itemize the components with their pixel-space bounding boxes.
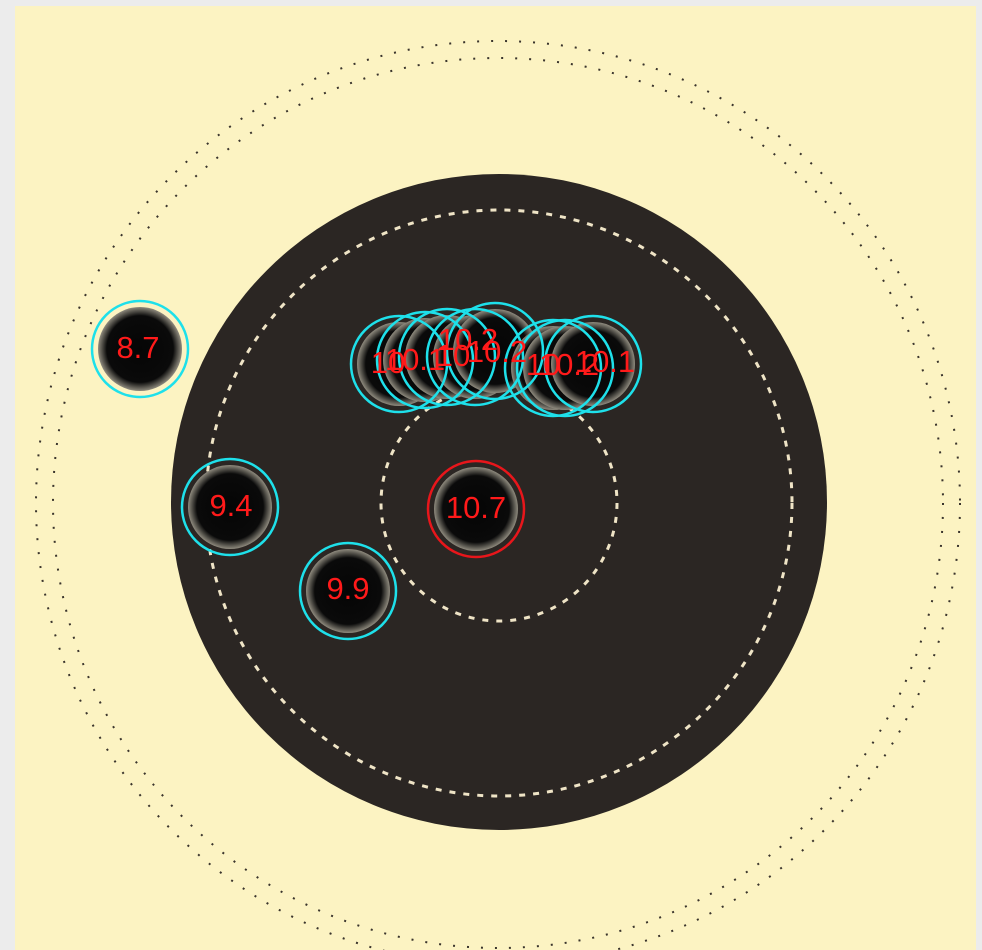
shot-circle[interactable] (515, 318, 615, 418)
shot-circle[interactable] (425, 307, 525, 407)
shot-score-label: 9.4 (209, 488, 252, 523)
bullet-hole (551, 322, 635, 406)
bullet-hole (98, 307, 182, 391)
shot-score-label: 10.1 (575, 344, 635, 379)
shot-score-label: 10.2 (467, 334, 527, 369)
outer-ring (35, 40, 961, 950)
shot-score-label: 9.9 (326, 571, 369, 606)
shot-score-label: 10 (436, 338, 470, 373)
shot-score-label: 10.7 (446, 490, 506, 525)
shot-circle[interactable] (503, 318, 603, 418)
shot-score-label: 10 (371, 345, 405, 380)
center-ring (379, 383, 619, 623)
shot-circle[interactable] (397, 307, 497, 407)
inner-ring (204, 208, 794, 798)
shot-circle[interactable] (180, 457, 280, 557)
shot-score-label: 10.2 (539, 347, 599, 382)
shot-score-label: 10 (526, 347, 560, 382)
shot-circle[interactable] (445, 301, 545, 401)
bullet-hole (434, 467, 518, 551)
shot-score-label: 10.1 (385, 342, 445, 377)
best-shot-circle[interactable] (426, 459, 526, 559)
shot-circle[interactable] (298, 541, 398, 641)
bullet-hole (306, 549, 390, 633)
middle-ring (52, 57, 944, 949)
shot-circle[interactable] (375, 310, 475, 410)
shot-score-label: 8.7 (116, 330, 159, 365)
bullet-hole (188, 465, 272, 549)
shot-circle[interactable] (90, 299, 190, 399)
shot-circle[interactable] (543, 314, 643, 414)
shot-circle[interactable] (349, 314, 449, 414)
target-view: 8.7 10 10.1 10 10.2 10.2 10 10.2 10.1 9.4 10.7 9.9 (15, 6, 976, 950)
shot-score-label: 10.2 (438, 322, 498, 357)
